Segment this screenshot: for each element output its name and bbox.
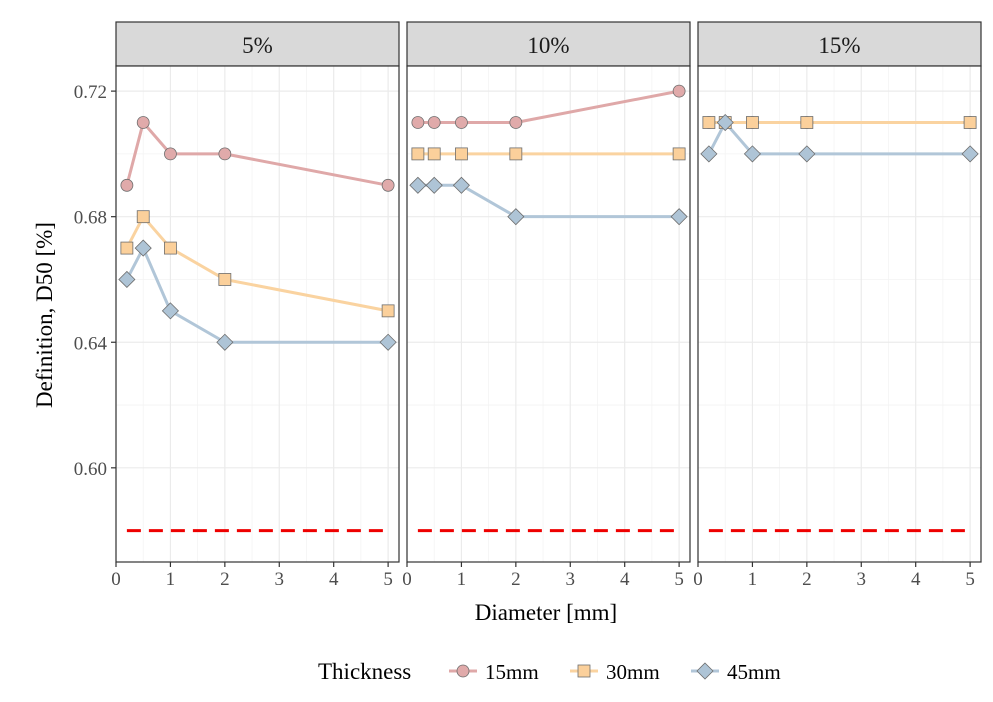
data-point-30mm <box>455 147 468 161</box>
legend-label: 45mm <box>727 660 781 684</box>
legend: Thickness 15mm 30mm 45mm <box>318 659 781 684</box>
data-point-30mm <box>381 304 395 318</box>
facet-panel: 10% 0 1 2 3 4 5 <box>402 21 691 590</box>
plot-background <box>407 66 690 562</box>
x-tick-label: 1 <box>457 569 467 590</box>
data-point-45mm <box>118 270 136 289</box>
data-point-45mm <box>961 145 979 163</box>
x-tick-label: 3 <box>857 569 867 590</box>
data-point-15mm <box>218 147 232 161</box>
facet-strip <box>406 21 691 67</box>
x-tick-label: 4 <box>620 569 630 590</box>
data-point-30mm <box>136 210 150 224</box>
facet-panel: 5% 0 1 2 3 4 5 0.60 0.64 0.68 0.72 <box>74 21 400 590</box>
data-point-30mm <box>963 116 977 129</box>
data-point-15mm <box>381 178 395 192</box>
data-point-45mm <box>452 176 470 194</box>
data-point-30mm <box>218 273 232 286</box>
facet-strip <box>115 21 400 67</box>
data-point-15mm <box>120 178 134 192</box>
x-tick-label: 0 <box>402 569 412 590</box>
data-point-30mm <box>746 116 759 129</box>
x-tick-label: 3 <box>566 569 576 590</box>
panel-border <box>697 65 982 563</box>
data-point-30mm <box>164 241 177 255</box>
plot-background <box>116 66 399 562</box>
data-point-45mm <box>379 333 397 351</box>
y-tick-label: 0.64 <box>74 333 108 354</box>
data-point-30mm <box>120 241 134 255</box>
legend-key-square <box>577 664 591 678</box>
x-tick-label: 5 <box>965 569 975 590</box>
axes: Diameter [mm] Definition, D50 [%] <box>32 222 617 625</box>
data-point-15mm <box>164 147 177 161</box>
panels: 5% 0 1 2 3 4 5 0.60 0.64 0.68 0.72 10% 0 1 2 3 4 5 15% 0 1 2 3… <box>74 21 982 590</box>
panel-border <box>406 65 691 563</box>
legend-key-circle <box>456 664 470 678</box>
data-point-45mm <box>743 145 761 163</box>
x-tick-label: 2 <box>511 569 521 590</box>
legend-entry-45mm: 45mm <box>691 660 781 684</box>
facet-panel: 15% 0 1 2 3 4 5 <box>693 21 982 590</box>
plot-background <box>698 66 981 562</box>
data-point-30mm <box>509 147 523 161</box>
data-point-45mm <box>670 208 688 226</box>
x-tick-label: 1 <box>166 569 176 590</box>
y-tick-label: 0.60 <box>74 459 107 480</box>
y-tick-label: 0.68 <box>74 208 107 229</box>
data-point-15mm <box>136 116 150 129</box>
data-point-30mm <box>672 147 686 161</box>
x-tick-label: 0 <box>111 569 121 590</box>
data-point-45mm <box>700 145 718 163</box>
legend-entry-15mm: 15mm <box>449 660 539 684</box>
data-point-15mm <box>411 116 425 129</box>
x-tick-label: 0 <box>693 569 703 590</box>
x-tick-label: 3 <box>275 569 285 590</box>
data-point-15mm <box>509 116 523 129</box>
x-tick-label: 4 <box>911 569 921 590</box>
x-tick-label: 1 <box>748 569 758 590</box>
x-tick-label: 2 <box>802 569 812 590</box>
legend-label: 30mm <box>606 660 660 684</box>
legend-key-diamond <box>696 662 714 680</box>
x-tick-label: 2 <box>220 569 230 590</box>
data-point-15mm <box>427 116 441 129</box>
x-tick-label: 5 <box>383 569 393 590</box>
legend-label: 15mm <box>485 660 539 684</box>
legend-entry-30mm: 30mm <box>570 660 660 684</box>
data-point-45mm <box>798 145 816 163</box>
data-point-15mm <box>455 116 468 129</box>
facet-strip-label: 5% <box>242 33 273 58</box>
data-point-45mm <box>507 208 525 226</box>
data-point-45mm <box>409 176 427 194</box>
y-tick-label: 0.72 <box>74 82 107 103</box>
data-point-45mm <box>134 239 152 257</box>
data-point-45mm <box>216 333 234 351</box>
panel-border <box>115 65 400 563</box>
data-point-45mm <box>425 176 443 194</box>
facet-strip-label: 10% <box>527 33 569 58</box>
data-point-30mm <box>702 116 716 129</box>
data-point-45mm <box>161 302 179 320</box>
data-point-45mm <box>716 113 734 132</box>
legend-title: Thickness <box>318 659 411 684</box>
data-point-30mm <box>411 147 425 161</box>
data-point-30mm <box>800 116 814 129</box>
facet-strip-label: 15% <box>818 33 860 58</box>
data-point-15mm <box>672 84 686 98</box>
x-tick-label: 4 <box>329 569 339 590</box>
x-tick-label: 5 <box>674 569 684 590</box>
facet-strip <box>697 21 982 67</box>
y-axis-title: Definition, D50 [%] <box>32 222 57 408</box>
data-point-30mm <box>427 147 441 161</box>
x-axis-title: Diameter [mm] <box>475 600 617 625</box>
